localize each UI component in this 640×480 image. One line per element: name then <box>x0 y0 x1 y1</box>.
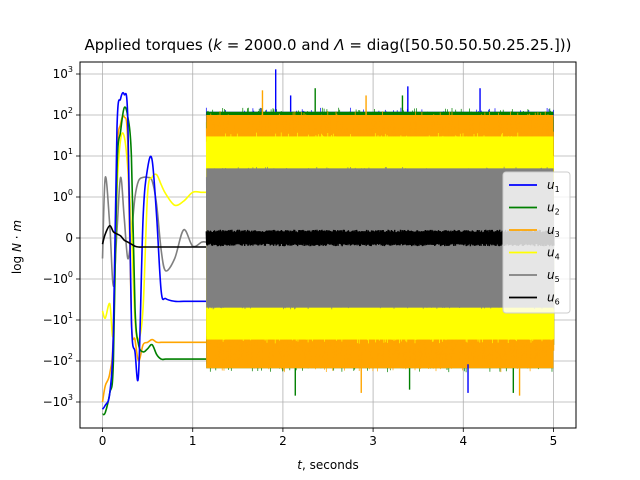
x-tick-label: 5 <box>550 434 558 448</box>
data-lines <box>101 69 555 416</box>
legend-label-u5: u5 <box>547 268 560 284</box>
x-tick-label: 3 <box>369 434 377 448</box>
ticks: 0 1 2 3 4 5 103 102 101 100 0 −100 −101 −102 −103 <box>43 65 558 448</box>
y-tick-label: 101 <box>53 147 73 163</box>
legend-label-u4: u4 <box>547 246 560 262</box>
y-tick-label: −103 <box>43 393 73 409</box>
u1-transient-line <box>101 91 207 410</box>
x-tick-label: 2 <box>279 434 287 448</box>
u6-transient-line <box>101 224 207 248</box>
legend-label-u2: u2 <box>547 201 560 217</box>
legend-label-u6: u6 <box>547 291 560 307</box>
y-tick-label: −101 <box>43 311 73 327</box>
u6-oscillation-noise <box>205 229 555 247</box>
y-tick-label: −102 <box>43 352 73 368</box>
legend-label-u3: u3 <box>547 223 560 239</box>
axes-frame <box>79 61 577 429</box>
y-tick-label: 103 <box>53 65 73 81</box>
chart-title: Applied torques (k = 2000.0 and Λ = diag… <box>84 36 571 54</box>
legend-label-u1: u1 <box>547 178 560 194</box>
plot-area: 0 1 2 3 4 5 103 102 101 100 0 −100 −101 −102 −103 <box>43 61 577 448</box>
x-tick-label: 0 <box>99 434 107 448</box>
y-axis-label: log N · m <box>10 220 24 274</box>
y-tick-label: −100 <box>43 270 73 286</box>
y-tick-label: 102 <box>53 106 73 122</box>
u5-oscillation-noise <box>205 166 555 310</box>
x-tick-label: 4 <box>459 434 467 448</box>
legend-box <box>502 171 571 314</box>
legend: u1 u2 u3 u4 u5 u6 <box>502 171 571 314</box>
y-tick-label: 0 <box>65 231 73 245</box>
x-axis-label: t, seconds <box>297 458 358 472</box>
x-tick-label: 1 <box>189 434 197 448</box>
y-tick-label: 100 <box>53 188 73 204</box>
